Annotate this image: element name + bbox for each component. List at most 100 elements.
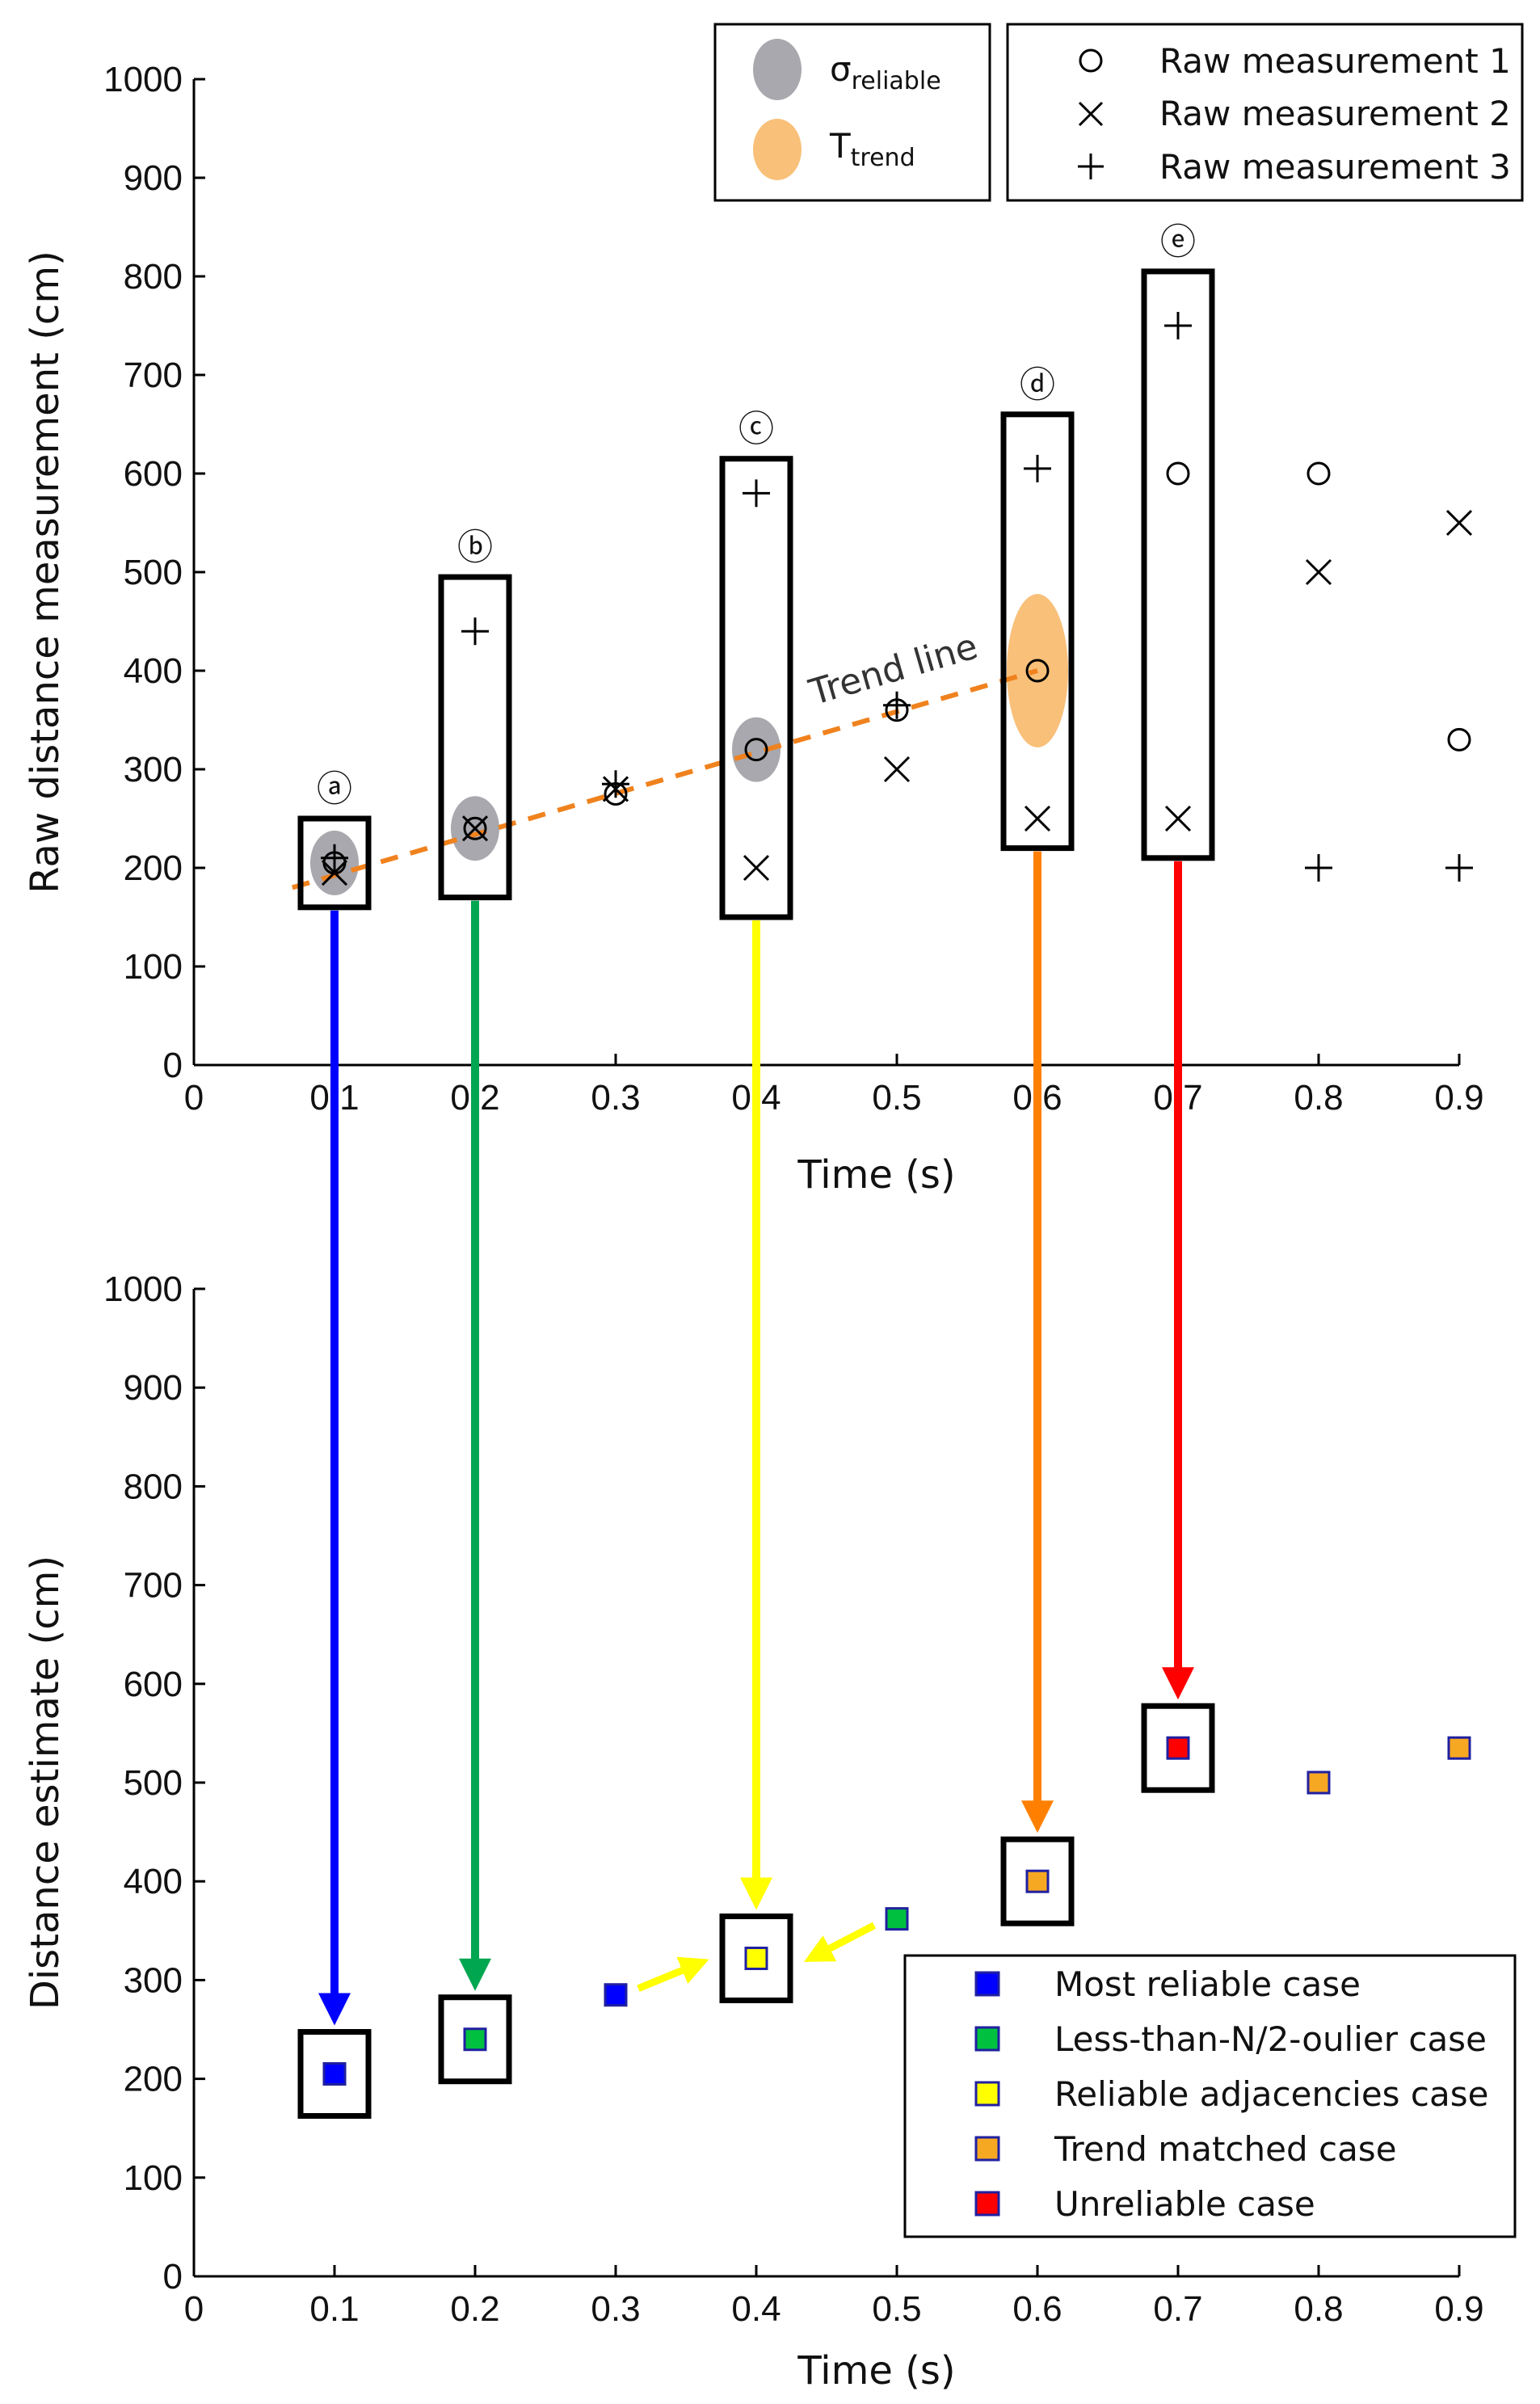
t-trend-label: Ttrend [829,126,915,172]
estimate-point [1447,1736,1471,1760]
raw-measurement-2-point [743,854,770,882]
measurement-legend: Raw measurement 1 Raw measurement 2 Raw … [1006,23,1524,202]
top-xtick-label: 0.3 [591,1078,640,1118]
estimate-box [719,1914,793,2004]
case-legend-swatch [974,2081,1000,2107]
bottom-xtick-label: 0.8 [1294,2289,1343,2329]
side-arrow [804,1922,877,1962]
box-label: ⓔ [1160,222,1196,262]
bottom-ytick-label: 700 [124,1566,183,1606]
case-legend-swatch [974,2191,1000,2217]
plus-marker-icon [1078,154,1104,179]
estimate-point [885,1907,909,1931]
bottom-ytick-label: 0 [163,2257,183,2297]
side-arrow [637,1956,709,1992]
bottom-ytick-label: 400 [124,1862,183,1901]
raw-measurement-3-point [1024,454,1051,482]
top-ytick-label: 600 [124,454,183,494]
ellipse-legend: σreliable Ttrend [713,23,991,202]
raw-measurement-3-point [321,844,348,872]
selection-box [719,456,793,920]
raw-measurement-3-point [602,770,629,798]
bottom-ytick-label: 1000 [103,1269,183,1309]
bottom-xtick-label: 0.9 [1434,2289,1483,2329]
raw-measurement-3-point [461,617,489,646]
raw-measurement-3-point [1305,854,1332,882]
raw-measurement-2-point [1445,509,1473,537]
bottom-xtick-label: 0.4 [731,2289,781,2329]
case-legend-label: Reliable adjacencies case [1054,2074,1488,2114]
case-legend-swatch [974,2136,1000,2162]
top-ytick-label: 300 [124,750,183,789]
bottom-xtick-label: 0.2 [450,2289,499,2329]
estimate-point [463,2027,487,2052]
raw-measurement-2-point [1024,805,1051,832]
bottom-xtick-label: 0.6 [1012,2289,1062,2329]
selection-box [1000,411,1075,852]
top-xtick-label: 0.5 [872,1078,921,1118]
top-ytick-label: 800 [124,257,183,297]
top-ytick-label: 400 [124,651,183,691]
raw-measurement-2-point [321,860,348,886]
box-label: ⓐ [317,769,352,809]
top-ytick-label: 100 [124,947,183,987]
raw-measurement-1-point [463,816,487,840]
t-trend-swatch [753,119,802,180]
legend-raw-1: Raw measurement 1 [1159,41,1511,81]
bottom-ytick-label: 900 [124,1368,183,1408]
bottom-ytick-label: 800 [124,1467,183,1506]
circle-marker-icon [1079,48,1103,73]
legend-raw-2: Raw measurement 2 [1159,94,1511,133]
box-label: ⓑ [457,528,493,567]
raw-measurement-3-point [1445,854,1473,882]
case-legend-box [903,1954,1517,2238]
top-ytick-label: 1000 [103,60,183,99]
case-legend-swatch [974,2026,1000,2052]
raw-measurement-1-point [744,738,768,762]
raw-measurement-2-point [1305,558,1332,586]
estimate-box [438,1994,512,2085]
raw-measurement-3-point [1164,312,1192,339]
bottom-xtick-label: 0.1 [309,2289,359,2329]
bottom-y-axis-label: Distance estimate (cm) [23,1556,68,2010]
selection-box [438,574,512,901]
top-y-axis-label: Raw distance measurement (cm) [23,251,68,894]
case-legend-label: Less-than-N/2-oulier case [1054,2019,1487,2059]
ellipse-legend-box [713,23,991,202]
sigma-reliable-label: σreliable [830,49,941,95]
distance-estimate-plot: 0 100 200 300 400 500 600 700 800 900 1000 0 0.1 0.2… [23,1269,1517,2393]
estimate-point [1166,1736,1190,1760]
bottom-ytick-label: 500 [124,1763,183,1803]
top-ytick-label: 200 [124,848,183,888]
estimate-point [604,1983,628,2007]
bottom-ytick-label: 100 [124,2158,183,2198]
sigma-reliable-swatch [753,39,802,100]
top-ytick-label: 900 [124,158,183,198]
trend-line [291,668,1038,890]
raw-measurement-2-point [461,815,489,842]
x-marker-icon [1078,101,1104,127]
case-legend-label: Unreliable case [1054,2184,1315,2224]
case-legend: Most reliable case Less-than-N/2-oulier c… [903,1954,1517,2238]
top-xtick-label: 0.9 [1434,1078,1483,1118]
case-legend-swatch [974,1971,1000,1997]
case-legend-label: Trend matched case [1054,2129,1397,2169]
estimate-box [1141,1703,1215,1793]
raw-measurement-3-point [883,691,911,719]
box-label: ⓓ [1020,365,1055,405]
bottom-ytick-label: 300 [124,1960,183,2000]
bottom-x-axis-label: Time (s) [797,2348,955,2393]
raw-measurement-2-point [883,756,911,783]
legend-raw-3: Raw measurement 3 [1159,147,1511,187]
selection-box [297,815,372,911]
raw-measurement-1-point [1025,659,1050,683]
bottom-xtick-label: 0 [184,2289,204,2329]
raw-measurement-1-point [1166,461,1190,486]
raw-measurement-1-point [1306,461,1331,486]
estimate-box [1000,1836,1075,1926]
box-label: ⓒ [738,410,774,449]
raw-measurement-2-point [1164,805,1192,832]
bottom-ytick-label: 200 [124,2060,183,2099]
top-ytick-label: 700 [124,356,183,395]
